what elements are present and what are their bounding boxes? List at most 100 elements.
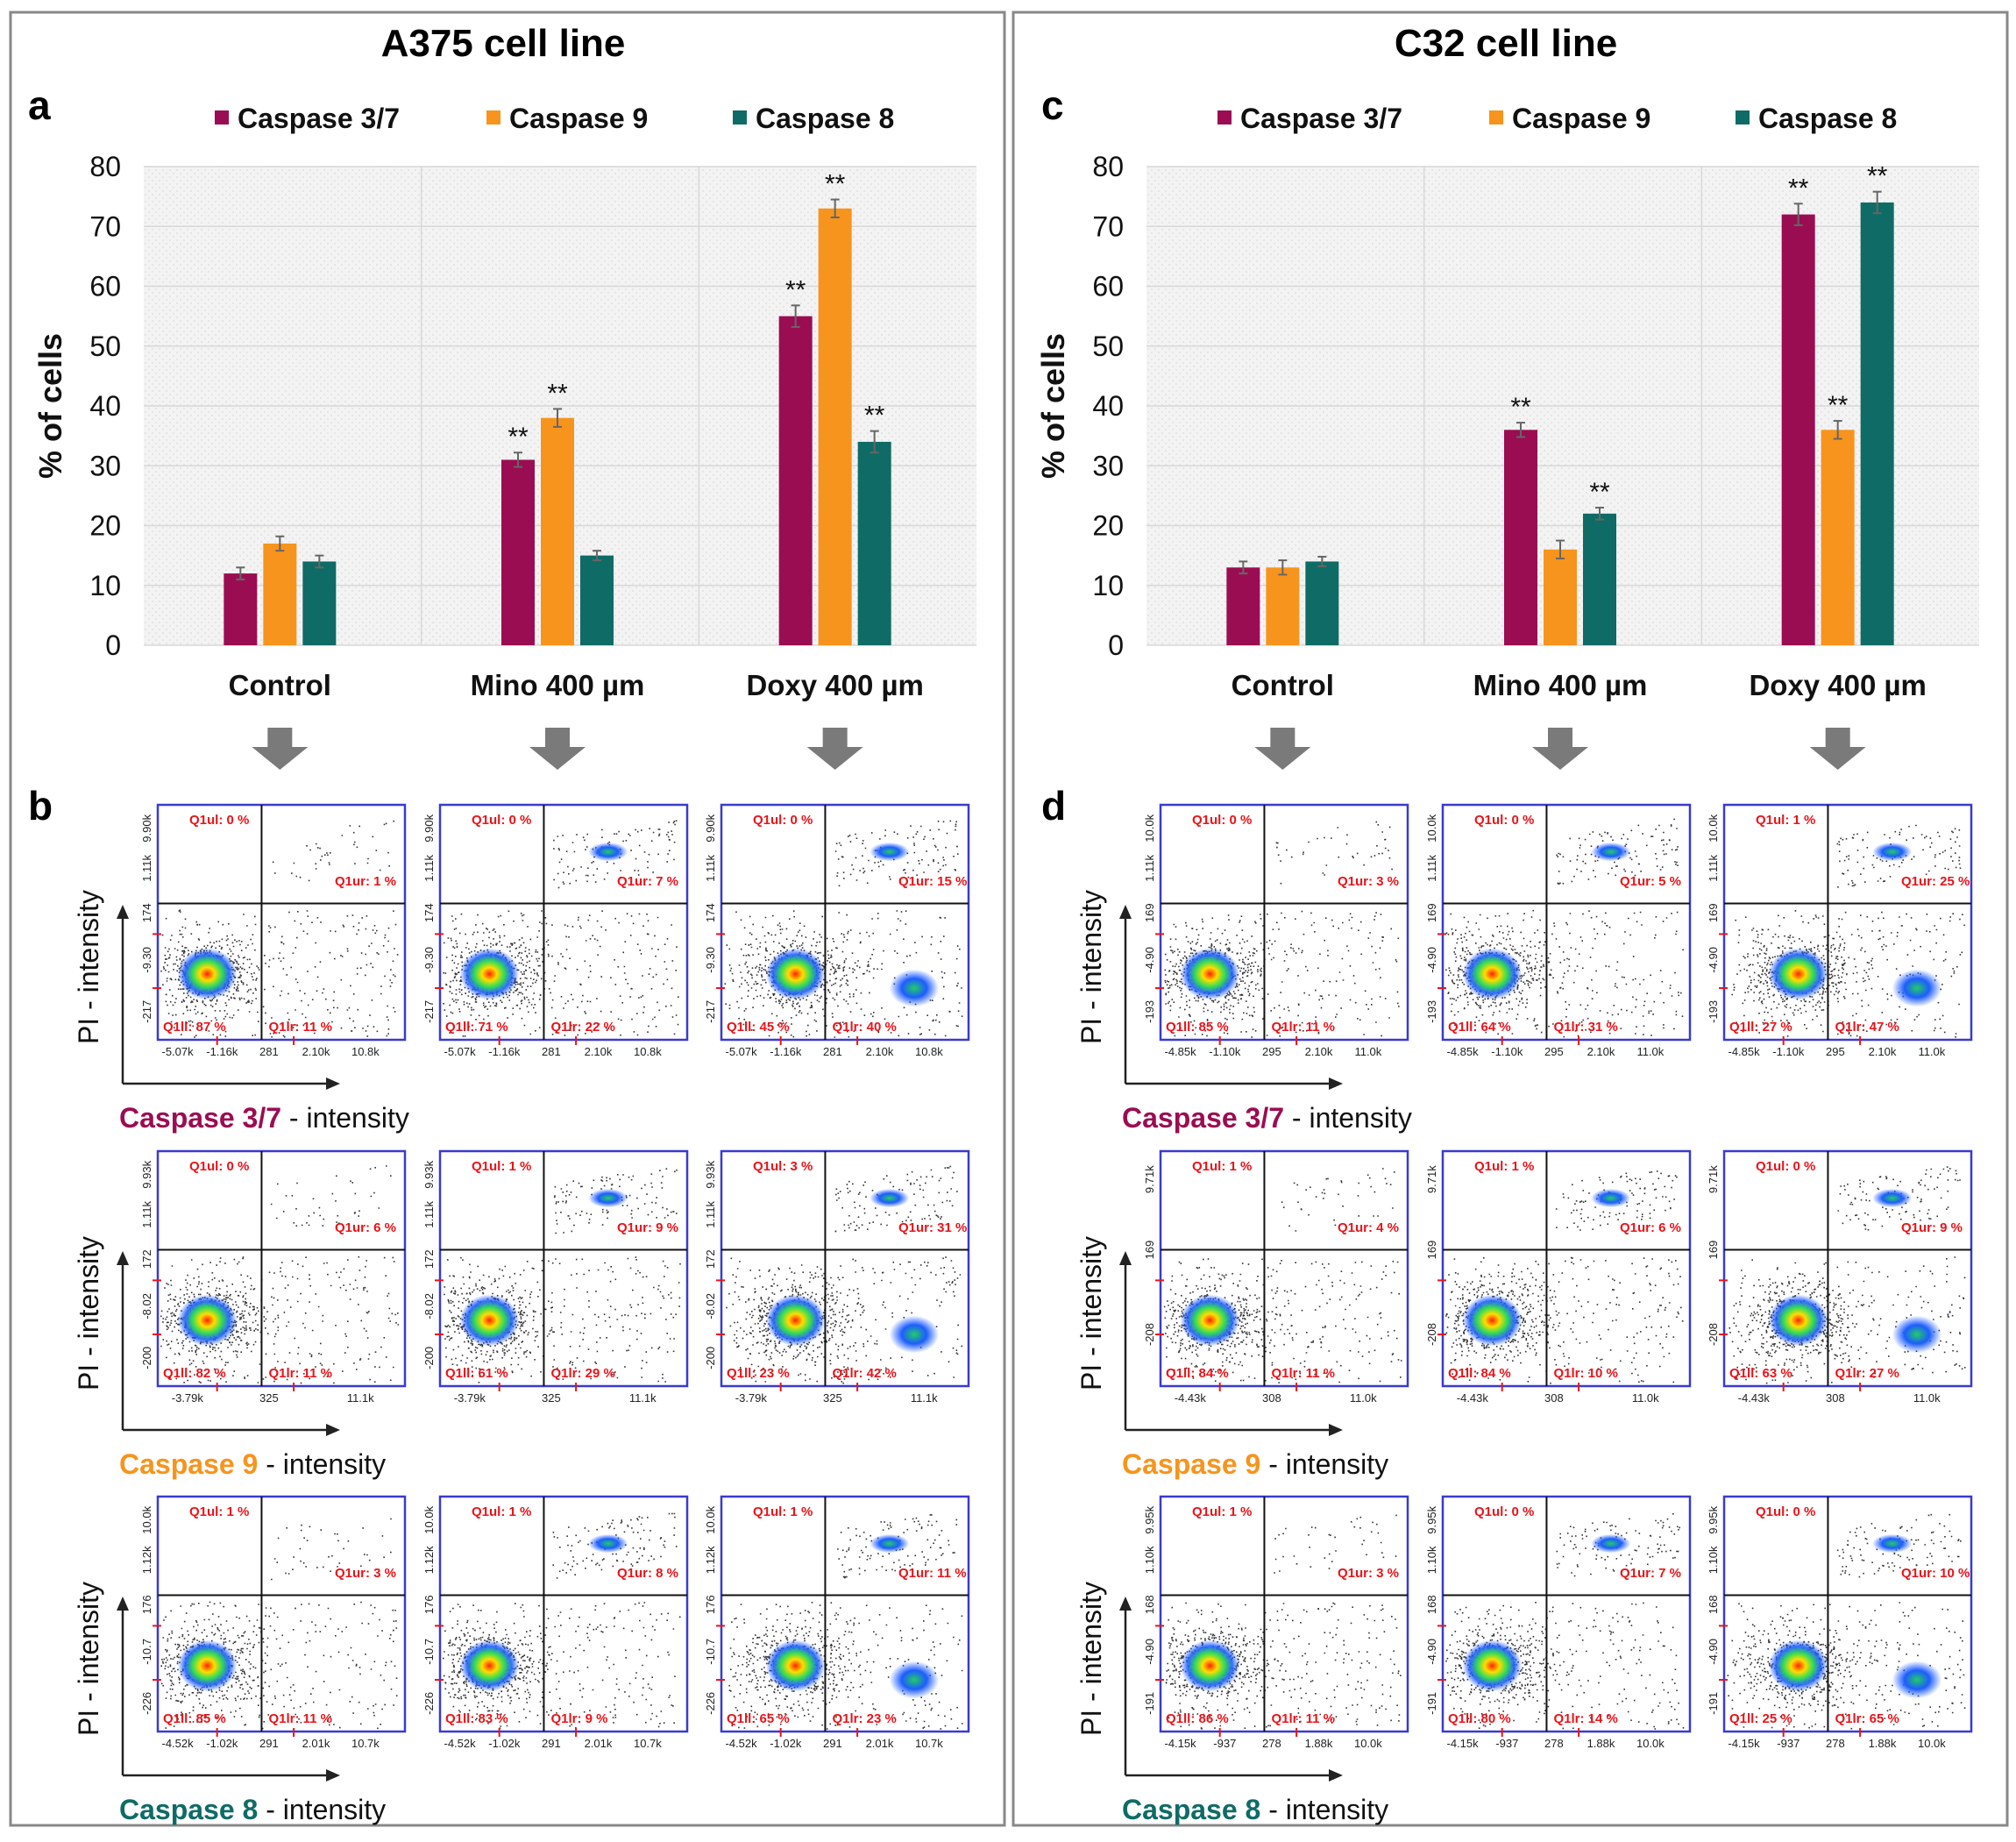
- flow-x-tick: -4.85k: [1446, 1045, 1479, 1058]
- arrow-head-icon: [1119, 1597, 1132, 1611]
- flow-y-tick: -226: [704, 1692, 717, 1715]
- gate-label: Q1lr: 22 %: [550, 1020, 614, 1035]
- flow-x-tick: -4.52k: [444, 1737, 476, 1750]
- flow-x-tick: 281: [823, 1045, 842, 1058]
- flow-x-tick: -937: [1213, 1737, 1236, 1750]
- flow-x-tick: -1.16k: [488, 1045, 521, 1058]
- flow-y-tick: -208: [1143, 1323, 1156, 1346]
- flow-y-axis-label: PI - intensity: [73, 890, 104, 1044]
- flow-x-tick: 281: [542, 1045, 561, 1058]
- flow-plot: Q1ul: 1 % Q1ur: 9 % Q1ll: 61 % Q1lr: 29 % -3…: [422, 1149, 689, 1405]
- bar: [1305, 561, 1339, 645]
- flow-y-tick: 168: [1707, 1595, 1720, 1614]
- flow-y-tick: -226: [140, 1692, 153, 1715]
- flow-x-tick: -4.43k: [1738, 1391, 1771, 1405]
- flow-y-tick: 1.12k: [422, 1546, 436, 1574]
- flow-x-tick: 2.01k: [866, 1737, 894, 1750]
- down-arrow-icon: [1254, 728, 1311, 770]
- flow-y-tick: 9.93k: [422, 1160, 436, 1188]
- significance-marker: **: [1828, 391, 1849, 420]
- flow-y-tick: 172: [422, 1249, 436, 1269]
- bar: [1821, 430, 1855, 645]
- y-tick-label: 30: [89, 450, 121, 481]
- significance-marker: **: [1510, 393, 1531, 422]
- gate-label: Q1ul: 1 %: [753, 1504, 813, 1519]
- gate-label: Q1lr: 14 %: [1553, 1711, 1617, 1726]
- gate-label: Q1ul: 0 %: [1756, 1159, 1815, 1174]
- flow-x-tick: 278: [1826, 1737, 1845, 1750]
- category-label: Mino 400 µm: [1473, 669, 1648, 701]
- flow-y-tick: -193: [1143, 1000, 1156, 1023]
- flow-y-tick: -200: [140, 1347, 153, 1369]
- bar: [1860, 202, 1894, 645]
- gate-label: Q1ur: 5 %: [1620, 874, 1681, 889]
- flow-x-tick: 295: [1262, 1045, 1281, 1058]
- flow-x-tick: 2.10k: [1869, 1045, 1897, 1058]
- density-hotspot: [765, 1294, 826, 1347]
- flow-y-tick: 176: [140, 1595, 153, 1614]
- legend-label-0: Caspase 3/7: [1240, 103, 1402, 134]
- category-label: Doxy 400 µm: [1749, 669, 1926, 701]
- gate-label: Q1lr: 11 %: [268, 1711, 332, 1726]
- flow-y-tick: -9.30: [704, 947, 717, 973]
- flow-y-tick: 1.11k: [422, 1200, 436, 1227]
- down-arrow-icon: [806, 728, 863, 770]
- significance-marker: **: [785, 275, 806, 304]
- density-hotspot: [1892, 969, 1942, 1007]
- flow-x-tick: 295: [1826, 1045, 1845, 1058]
- flow-y-tick: -9.30: [422, 947, 436, 973]
- gate-label: Q1ur: 9 %: [617, 1220, 678, 1235]
- flow-y-tick: 174: [140, 903, 153, 922]
- flow-y-tick: 9.90k: [140, 814, 153, 842]
- density-hotspot: [1591, 1188, 1631, 1208]
- density-hotspot: [459, 948, 520, 1000]
- flow-y-tick: 9.93k: [704, 1160, 717, 1188]
- gate-label: Q1ll: 63 %: [1729, 1366, 1792, 1381]
- arrow-head-icon: [1329, 1424, 1343, 1436]
- down-arrow-icon: [252, 728, 309, 770]
- significance-marker: **: [508, 423, 529, 452]
- density-hotspot: [1462, 948, 1523, 1000]
- flow-x-tick: -3.79k: [735, 1391, 768, 1405]
- density-hotspot: [1462, 1639, 1523, 1692]
- down-arrow-icon: [1809, 728, 1866, 770]
- flow-x-tick: 2.01k: [302, 1737, 330, 1750]
- bar: [1781, 214, 1815, 645]
- bar: [1544, 549, 1577, 645]
- density-hotspot: [870, 1533, 910, 1554]
- flow-plot-frame: [1722, 803, 1973, 1042]
- density-hotspot: [459, 1294, 520, 1347]
- flow-x-tick: -4.52k: [161, 1737, 194, 1750]
- gate-label: Q1ll: 85 %: [163, 1711, 226, 1726]
- gate-label: Q1ll: 80 %: [1448, 1711, 1511, 1726]
- gate-label: Q1ul: 0 %: [189, 813, 249, 828]
- flow-x-axis-label: Caspase 3/7 - intensity: [1122, 1102, 1412, 1134]
- flow-x-tick: 2.10k: [585, 1045, 613, 1058]
- bar: [1504, 430, 1537, 645]
- flow-x-tick: -4.15k: [1446, 1737, 1479, 1750]
- density-hotspot: [765, 948, 826, 1000]
- flow-y-tick: -191: [1707, 1692, 1720, 1715]
- density-hotspot: [889, 1315, 940, 1354]
- gate-label: Q1ur: 6 %: [1620, 1220, 1681, 1235]
- gate-label: Q1ll: 71 %: [445, 1020, 508, 1035]
- flow-plot: Q1ul: 0 % Q1ur: 7 % Q1ll: 80 % Q1lr: 14 % -4…: [1425, 1495, 1692, 1750]
- flow-y-tick: 9.95k: [1707, 1505, 1720, 1533]
- flow-y-tick: 174: [704, 903, 717, 922]
- gate-label: Q1ll: 64 %: [1448, 1020, 1511, 1035]
- flow-y-tick: 1.11k: [140, 854, 153, 881]
- gate-label: Q1ul: 0 %: [472, 813, 531, 828]
- flow-y-tick: -208: [1425, 1323, 1438, 1346]
- legend-label-1: Caspase 9: [509, 103, 648, 134]
- density-hotspot: [588, 842, 628, 862]
- flow-y-tick: 10.0k: [704, 1505, 717, 1533]
- bar: [1226, 567, 1260, 645]
- gate-label: Q1ur: 1 %: [335, 874, 396, 889]
- marker-suffix: - intensity: [1284, 1102, 1412, 1134]
- significance-marker: **: [547, 379, 568, 408]
- flow-y-tick: -4.90: [1707, 1639, 1720, 1665]
- flow-y-tick: 9.95k: [1143, 1505, 1156, 1533]
- flow-y-tick: 1.11k: [1425, 854, 1438, 881]
- flow-x-tick: 11.1k: [347, 1391, 374, 1405]
- panel-letter-a: a: [28, 82, 51, 128]
